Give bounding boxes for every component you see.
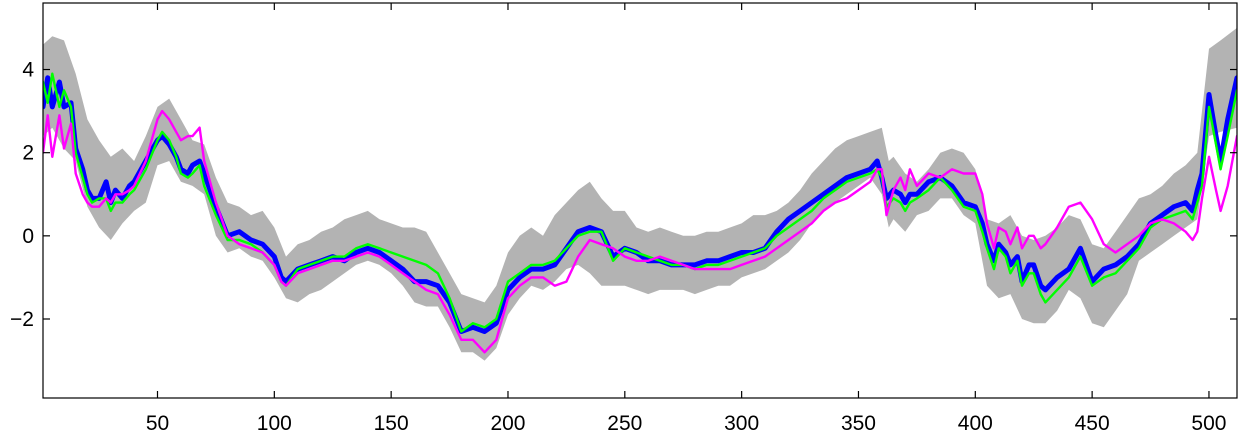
y-axis-tick-labels: −2 0 2 4	[10, 59, 34, 331]
plot-area	[43, 27, 1237, 361]
axis-ticks	[43, 3, 1237, 398]
x-tick-label: 150	[374, 412, 409, 435]
y-tick-label: 0	[22, 225, 34, 248]
x-tick-label: 50	[146, 412, 169, 435]
y-tick-label: 4	[22, 59, 34, 82]
axes-frame	[42, 2, 1238, 399]
x-tick-label: 500	[1191, 412, 1226, 435]
x-tick-label: 450	[1075, 412, 1110, 435]
x-tick-label: 350	[841, 412, 876, 435]
x-tick-label: 250	[607, 412, 642, 435]
magenta-series-line	[43, 109, 1237, 354]
x-tick-label: 300	[724, 412, 759, 435]
x-tick-label: 200	[490, 412, 525, 435]
green-series-line	[43, 72, 1237, 333]
x-tick-label: 400	[958, 412, 993, 435]
y-tick-label: 2	[22, 142, 34, 165]
x-axis-tick-labels: 50 100 150 200 250 300 350 400 450 500	[146, 412, 1227, 435]
y-tick-label: −2	[10, 308, 34, 331]
x-tick-label: 100	[257, 412, 292, 435]
